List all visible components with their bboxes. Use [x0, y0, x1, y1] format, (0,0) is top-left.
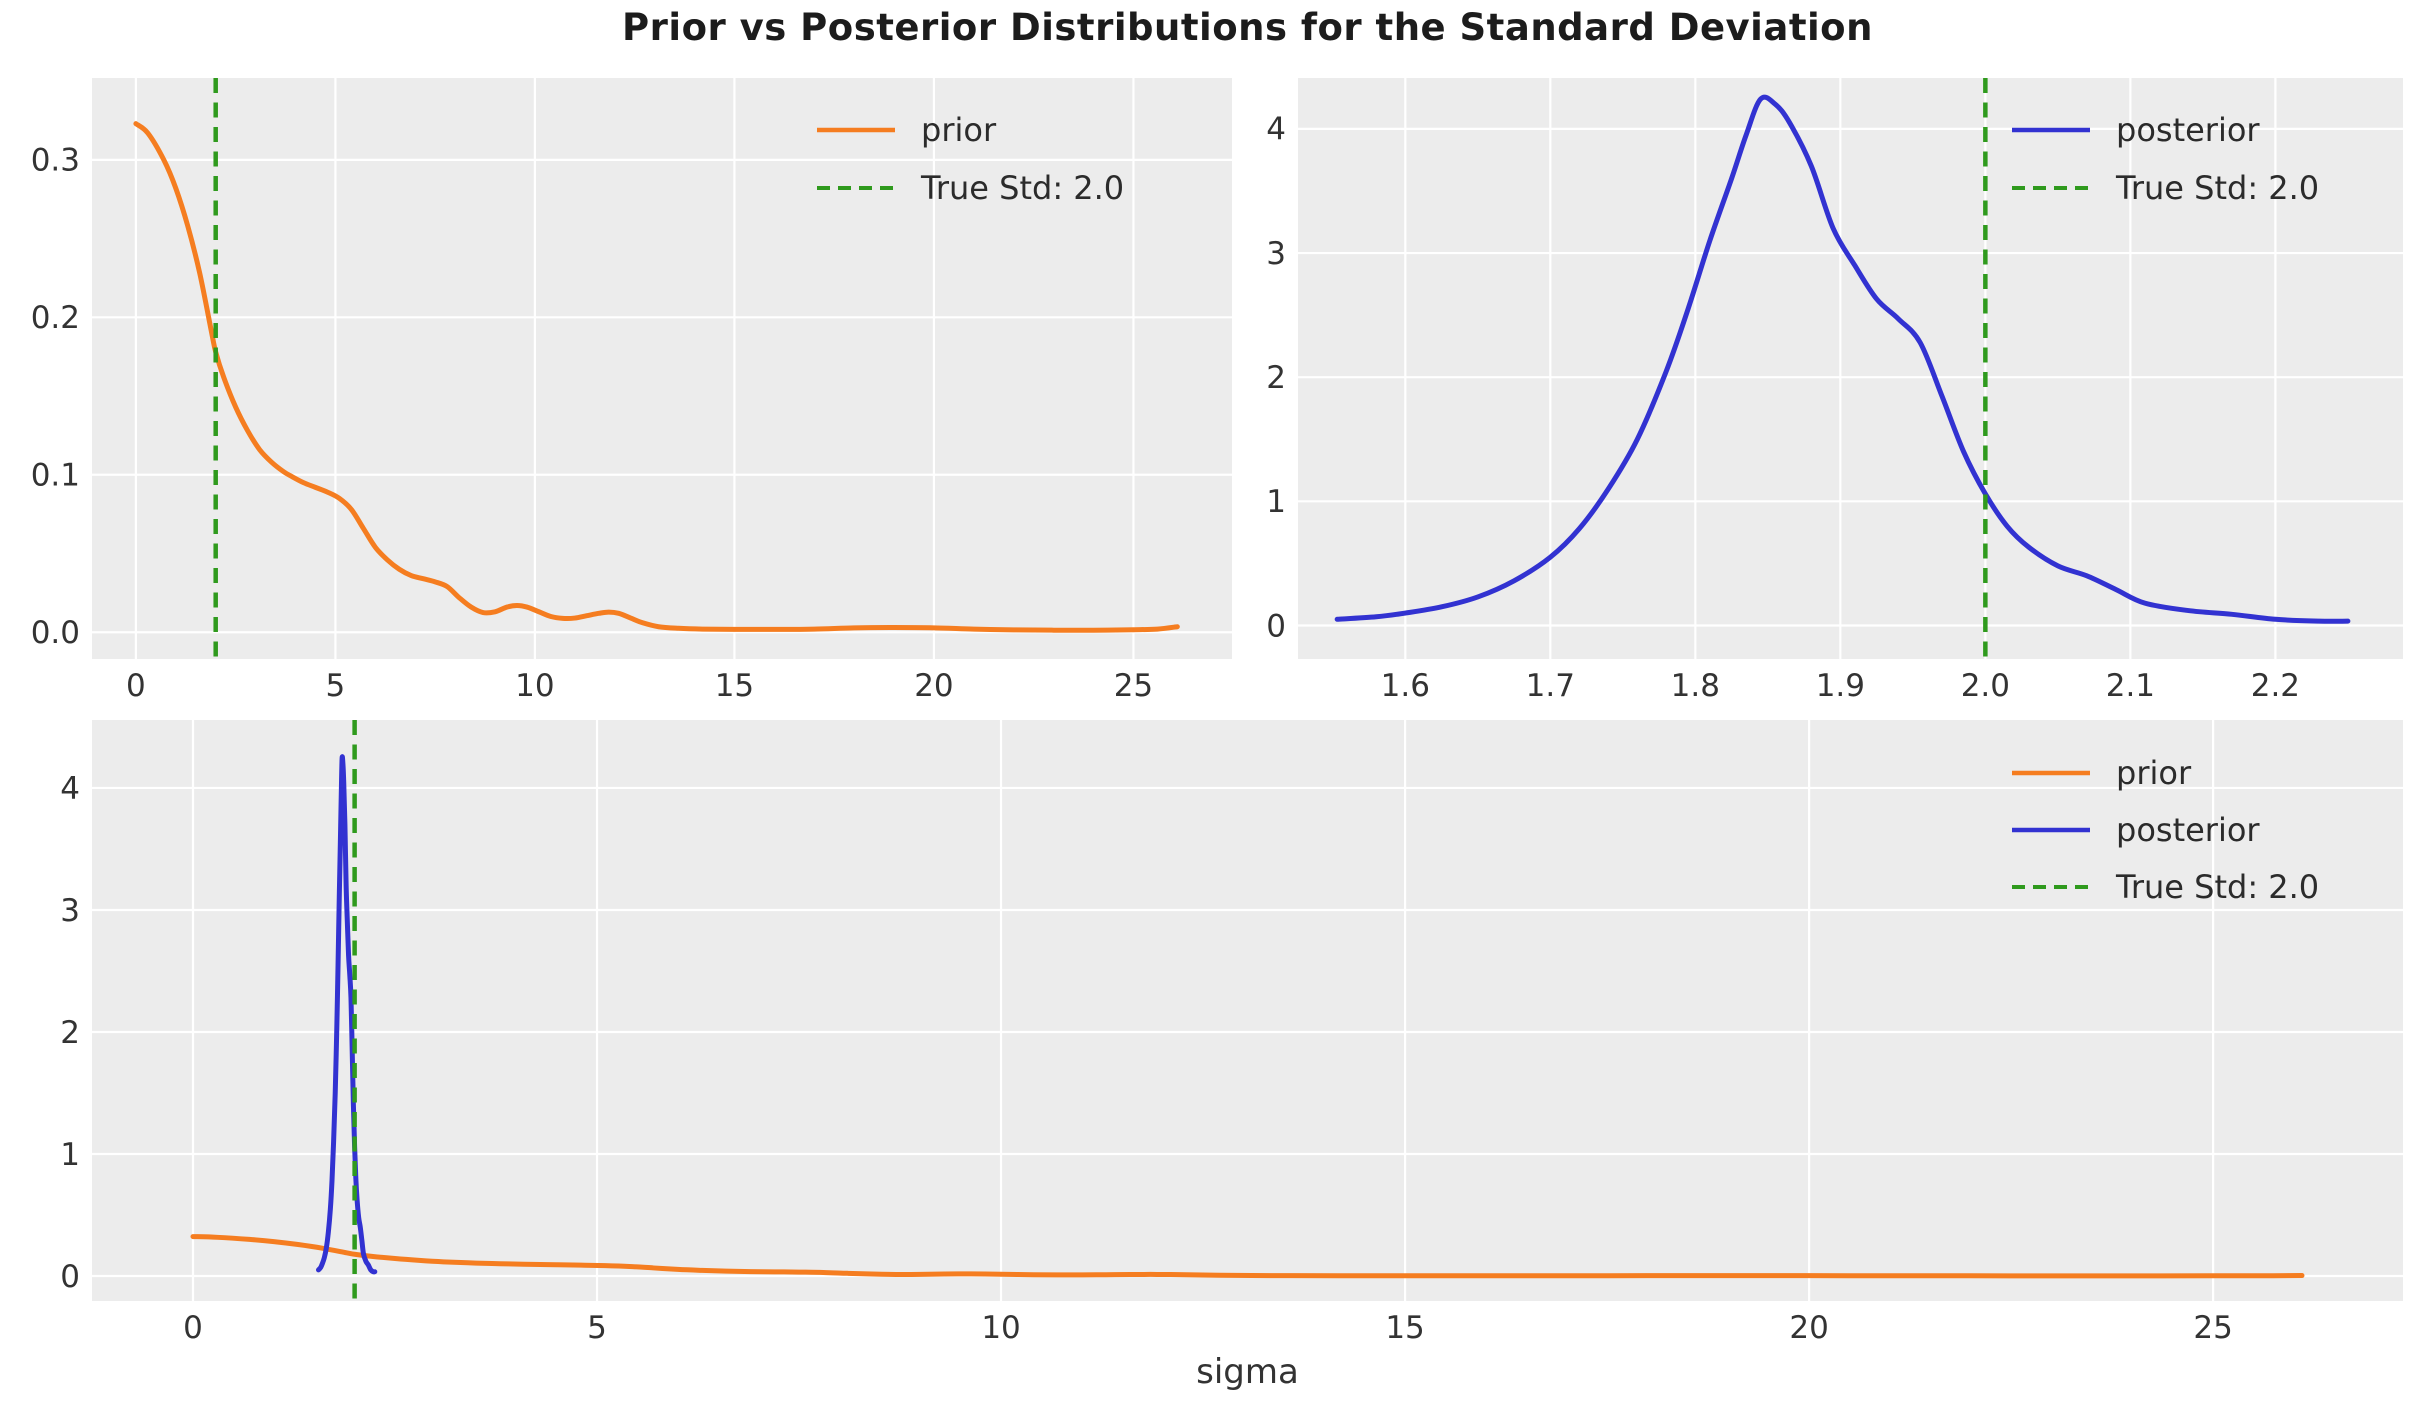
y-tick-label: 0.0: [31, 615, 80, 651]
legend-label: posterior: [2116, 111, 2260, 149]
x-tick-label: 20: [1789, 1310, 1828, 1346]
legend-item-true-std: True Std: 2.0: [2010, 858, 2319, 915]
x-tick-label: 10: [981, 1310, 1020, 1346]
legend-dashed-line-sample: [2012, 884, 2090, 889]
y-tick-label: 1: [1266, 484, 1286, 520]
y-tick-label: 0.2: [31, 300, 80, 336]
x-tick-label: 2.0: [1961, 668, 2010, 704]
legend-bottom: prior posterior True Std: 2.0: [2010, 744, 2319, 915]
x-tick-label: 0: [183, 1310, 203, 1346]
legend-label: True Std: 2.0: [2116, 867, 2320, 906]
legend-line-sample: [2012, 770, 2090, 775]
posterior-curve: [315, 754, 378, 1275]
prior-curve: [133, 121, 1180, 633]
x-tick-label: 5: [326, 668, 346, 704]
x-axis-label: sigma: [1196, 1352, 1299, 1392]
y-tick-label: 4: [60, 771, 80, 807]
prior-curve: [190, 1234, 2305, 1279]
legend-line-sample: [2012, 827, 2090, 832]
legend-item-posterior: posterior: [2010, 101, 2319, 159]
y-tick-label: 4: [1266, 112, 1286, 148]
x-tick-label: 1.9: [1816, 668, 1865, 704]
legend-item-prior: prior: [815, 101, 1124, 159]
y-tick-label: 0: [1266, 608, 1286, 644]
legend-top-right: posterior True Std: 2.0: [2010, 101, 2319, 217]
chart-top-left: 0 5 10 15 20 25 0.0 0.1 0.2 0.3: [31, 78, 1232, 704]
x-tick-label: 25: [2193, 1310, 2232, 1346]
chart-bottom: 0 5 10 15 20 25 0 1 2 3 4: [60, 720, 2403, 1346]
legend-label: True Std: 2.0: [921, 169, 1125, 207]
x-tick-label: 25: [1114, 668, 1153, 704]
x-tick-label: 15: [1385, 1310, 1424, 1346]
legend-label: prior: [921, 111, 997, 149]
legend-label: posterior: [2116, 810, 2260, 849]
y-tick-label: 3: [60, 893, 80, 929]
legend-dashed-line-sample: [817, 186, 895, 190]
legend-line-sample: [817, 127, 895, 133]
x-tick-label: 1.8: [1671, 668, 1720, 704]
chart-top-right: 1.6 1.7 1.8 1.9 2.0 2.1 2.2 0 1 2 3 4: [1266, 78, 2403, 704]
y-tick-label: 0.1: [31, 458, 80, 494]
legend-label: True Std: 2.0: [2116, 169, 2320, 207]
posterior-curve: [1334, 94, 2351, 624]
y-tick-label: 2: [1266, 360, 1286, 396]
legend-item-true-std: True Std: 2.0: [815, 159, 1124, 217]
x-tick-label: 1.7: [1526, 668, 1575, 704]
x-tick-label: 2.2: [2251, 668, 2300, 704]
legend-top-left: prior True Std: 2.0: [815, 101, 1124, 217]
axes-background: [92, 78, 1232, 659]
y-tick-label: 2: [60, 1015, 80, 1051]
legend-item-posterior: posterior: [2010, 801, 2319, 858]
legend-item-prior: prior: [2010, 744, 2319, 801]
x-tick-label: 5: [587, 1310, 607, 1346]
y-tick-label: 3: [1266, 236, 1286, 272]
legend-label: prior: [2116, 753, 2192, 792]
x-tick-label: 10: [515, 668, 554, 704]
x-tick-label: 2.1: [2106, 668, 2155, 704]
legend-line-sample: [2012, 127, 2090, 133]
axes-background: [1298, 78, 2403, 659]
figure-title: Prior vs Posterior Distributions for the…: [622, 6, 1873, 49]
axes-background: [92, 720, 2403, 1301]
x-tick-label: 1.6: [1381, 668, 1430, 704]
y-tick-label: 0.3: [31, 143, 80, 179]
legend-dashed-line-sample: [2012, 186, 2090, 190]
legend-item-true-std: True Std: 2.0: [2010, 159, 2319, 217]
y-tick-label: 0: [60, 1259, 80, 1295]
y-tick-label: 1: [60, 1137, 80, 1173]
x-tick-label: 15: [715, 668, 754, 704]
x-tick-label: 0: [126, 668, 146, 704]
x-tick-label: 20: [914, 668, 953, 704]
